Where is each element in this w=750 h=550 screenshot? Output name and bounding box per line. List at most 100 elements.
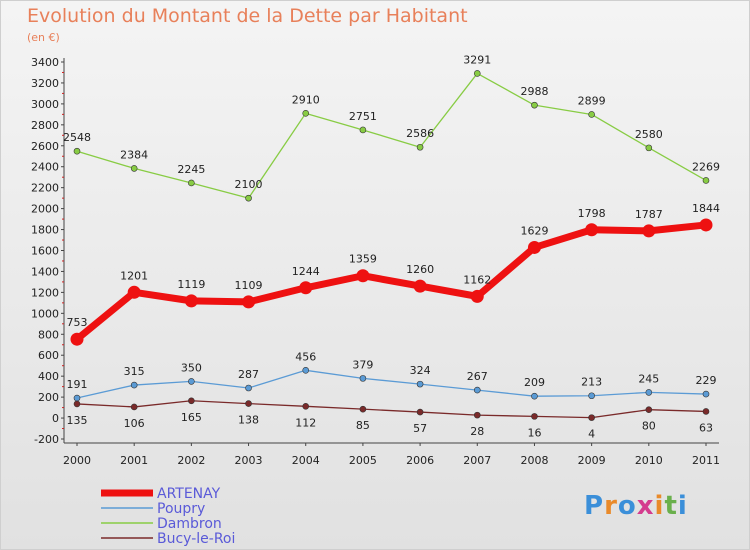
chart-subtitle: (en €): [27, 31, 60, 44]
x-tick-label: 2007: [463, 454, 491, 467]
data-point: [245, 384, 252, 392]
y-tick-label: 2200: [31, 182, 59, 195]
data-point: [302, 403, 310, 410]
data-label: 2269: [692, 160, 720, 173]
data-label: 2751: [349, 110, 377, 123]
data-point: [588, 414, 595, 421]
data-label: 57: [413, 422, 427, 435]
x-tick-label: 2002: [177, 454, 205, 467]
series-line-artenay: [74, 221, 707, 342]
data-label: 4: [588, 428, 595, 441]
series-line-bucy-le-roi: [76, 400, 707, 419]
y-tick-label: 800: [38, 328, 59, 341]
logo-letter: r: [604, 491, 618, 521]
data-point: [531, 101, 538, 109]
proxiti-logo: Proxiti: [584, 491, 688, 521]
data-point: [585, 223, 599, 237]
data-point: [588, 392, 595, 400]
data-label: 1119: [177, 278, 205, 291]
logo-letter: P: [584, 491, 605, 521]
data-point: [702, 408, 710, 415]
y-tick-label: 1200: [31, 286, 59, 299]
y-tick-label: 2400: [31, 161, 59, 174]
data-label: 1844: [692, 202, 720, 215]
logo-letter: o: [617, 491, 637, 521]
data-label: 287: [238, 368, 259, 381]
data-point: [527, 240, 541, 254]
x-tick-label: 2010: [635, 454, 663, 467]
y-tick-label: 600: [38, 349, 59, 362]
y-tick-label: 2800: [31, 119, 59, 132]
x-tick-label: 2000: [63, 454, 91, 467]
data-label: 106: [124, 417, 145, 430]
data-point: [413, 279, 427, 293]
data-point: [473, 411, 481, 419]
data-label: 1260: [406, 263, 434, 276]
data-label: 80: [642, 420, 656, 433]
data-label: 28: [470, 425, 484, 438]
x-tick-label: 2003: [235, 454, 263, 467]
data-point: [470, 289, 484, 303]
data-point: [302, 367, 310, 374]
data-point: [356, 269, 370, 283]
chart-title: Evolution du Montant de la Dette par Hab…: [27, 5, 468, 27]
data-label: 1787: [635, 208, 663, 221]
y-tick-label: 1400: [31, 265, 59, 278]
data-point: [642, 224, 656, 238]
data-point: [645, 144, 653, 152]
data-label: 753: [67, 316, 88, 329]
data-label: 1201: [120, 269, 148, 282]
data-point: [473, 386, 481, 394]
data-label: 2910: [292, 93, 320, 106]
y-tick-label: 3000: [31, 98, 59, 111]
data-point: [73, 394, 81, 402]
data-point: [588, 111, 595, 118]
y-tick-label: 0: [52, 412, 59, 425]
data-point: [416, 380, 424, 388]
y-tick-label: 3400: [31, 56, 59, 69]
y-tick-label: 1600: [31, 245, 59, 258]
data-label: 456: [295, 350, 316, 363]
x-tick-label: 2009: [578, 454, 606, 467]
data-label: 112: [295, 416, 316, 429]
data-label: 213: [581, 376, 602, 389]
legend-label: Bucy-le-Roi: [157, 531, 235, 547]
data-label: 63: [699, 421, 713, 434]
data-point: [130, 381, 138, 389]
data-label: 85: [356, 419, 370, 432]
data-point: [130, 403, 138, 411]
data-label: 165: [181, 411, 202, 424]
legend-label: ARTENAY: [157, 486, 221, 502]
data-label: 1244: [292, 265, 320, 278]
series-line-dambron: [76, 72, 707, 199]
data-label: 379: [352, 358, 373, 371]
data-label: 2899: [578, 94, 606, 107]
y-tick-label: 3200: [31, 77, 59, 90]
data-label: 2548: [63, 131, 91, 144]
data-point: [473, 70, 481, 77]
data-point: [299, 281, 313, 295]
data-label: 2988: [520, 85, 548, 98]
data-point: [531, 413, 538, 420]
data-point: [702, 390, 710, 398]
data-label: 1798: [578, 207, 606, 220]
data-label: 2245: [177, 163, 205, 176]
data-label: 1109: [235, 279, 263, 292]
logo-letter: x: [636, 491, 655, 521]
y-tick-label: 200: [38, 391, 59, 404]
y-tick-label: 1000: [31, 307, 59, 320]
data-point: [188, 397, 195, 405]
data-label: 135: [67, 414, 88, 427]
logo-letter: i: [654, 491, 665, 521]
data-point: [245, 400, 252, 407]
series-line-poupry: [76, 369, 707, 399]
x-tick-label: 2008: [520, 454, 548, 467]
data-label: 2384: [120, 148, 148, 161]
data-point: [184, 294, 198, 308]
data-point: [416, 143, 424, 151]
data-label: 245: [638, 372, 659, 385]
y-tick-label: 2000: [31, 203, 59, 216]
legend-label: Dambron: [157, 516, 222, 532]
